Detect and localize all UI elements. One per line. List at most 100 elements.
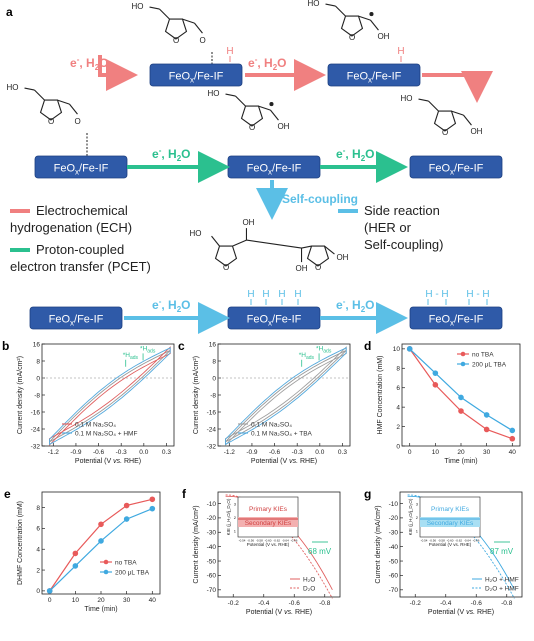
panel-label-d: d xyxy=(364,339,371,353)
chart-g-xtick-label: -0.8 xyxy=(501,600,513,607)
svg-text:O: O xyxy=(315,263,321,272)
chart-d-legend-label: no TBA xyxy=(472,351,494,358)
h-pair-2: H - H xyxy=(466,289,490,305)
chart-f-xtick-label: -0.6 xyxy=(289,600,301,607)
svg-text:H: H xyxy=(247,289,254,300)
chart-g-ytick-label: -60 xyxy=(389,573,399,580)
chart-e-ylabel: DHMF Concentration (mM) xyxy=(17,501,24,585)
furan-ring xyxy=(39,99,63,121)
chart-d-point xyxy=(509,427,516,434)
svg-text:H: H xyxy=(294,289,301,300)
h-atom-top-1: H xyxy=(226,46,234,62)
box-bot-2: FeOx/Fe-IF xyxy=(227,306,321,330)
chart-g-ylabel: Current density (mA/cm²) xyxy=(375,505,382,583)
chart-d-ytick-label: 2 xyxy=(396,424,400,431)
chart-b-legend-label: 0.1 M Na₂SO₄ + HMF xyxy=(75,430,137,437)
chart-d: d 0 10 20 30 40 0 2 4 6 8 10 Time (min) HMF Concentra… xyxy=(364,339,521,465)
chart-b-ytick-label: 16 xyxy=(33,341,41,348)
chart-f-legend-label: H₂O xyxy=(303,576,315,583)
chart-g-annotation: 87 mV xyxy=(490,547,514,556)
svg-text:O: O xyxy=(442,128,448,137)
catalyst-label: FeOx/Fe-IF xyxy=(347,71,402,85)
svg-text:OH: OH xyxy=(377,32,389,41)
catalyst-label: FeOx/Fe-IF xyxy=(247,314,302,328)
chart-c-series-s1 xyxy=(225,347,347,446)
chart-e-ytick-label: 8 xyxy=(36,505,40,512)
chart-f-inset-ytick: 2 xyxy=(234,515,237,520)
pcet-label-1: e-, H2O xyxy=(152,146,191,163)
svg-text:HO: HO xyxy=(208,89,220,98)
h-atom-bot-1: H xyxy=(247,289,255,305)
chart-f-inset-xtick: -0.54 xyxy=(239,539,246,543)
chart-g-inset-primary: Primary KIEs xyxy=(431,506,470,513)
chart-g-ytick-label: -30 xyxy=(389,530,399,537)
dimer-molecule xyxy=(211,228,335,263)
chart-g-ytick-label: -20 xyxy=(389,515,399,522)
catalyst-box xyxy=(327,63,421,87)
chart-f-legend-label: D₂O xyxy=(303,585,315,592)
chart-d-legend-label: 200 μL TBA xyxy=(472,361,507,368)
chart-e-ytick-label: 4 xyxy=(36,547,40,554)
chart-c-series-s0 xyxy=(225,346,347,446)
chart-f-inset-ytick: 3 xyxy=(234,502,237,507)
chart-c-xtick-label: -0.9 xyxy=(246,449,258,456)
chart-d-point xyxy=(458,394,464,401)
svg-text:O: O xyxy=(199,36,205,45)
chart-c-legend-label: 0.1 M Na₂SO₄ + TBA xyxy=(251,430,313,437)
legend-side-line3: Self-coupling) xyxy=(364,237,444,252)
chart-b-xtick-label: 0.3 xyxy=(162,449,171,456)
ech-arrow-3 xyxy=(422,71,493,103)
chart-g-inset-ylabel: KIE (j_H₂O/j_D₂O) xyxy=(408,498,413,535)
chart-f: f -0.2 -0.4 -0.6 -0.8 -10 -20 -30 -40 -50 -60 -70 Po… xyxy=(182,487,341,616)
chart-e-xtick-label: 20 xyxy=(97,597,105,604)
furan-ring xyxy=(433,110,457,132)
chart-e-ytick-label: 0 xyxy=(36,588,40,595)
svg-text:H - H: H - H xyxy=(466,289,489,300)
chart-e-point xyxy=(149,505,156,512)
ech-arrow-1 xyxy=(98,55,138,91)
pcet-label-2: e-, H2O xyxy=(336,146,375,163)
chart-g-inset-band xyxy=(420,517,480,527)
chart-b-legend-label: 0.1 M Na₂SO₄ xyxy=(75,421,116,428)
dhmf-product xyxy=(418,98,472,126)
chart-f-ytick-label: -70 xyxy=(207,587,217,594)
chart-g-xtick-label: -0.6 xyxy=(471,600,483,607)
chart-g-inset-xtick: -0.64 xyxy=(464,539,471,543)
chart-g-frame xyxy=(399,491,523,598)
chart-c-xlabel: Potential (V vs. RHE) xyxy=(251,458,317,465)
chart-d-point xyxy=(483,412,490,418)
chart-e-point xyxy=(123,516,130,522)
chart-f-ytick-label: -20 xyxy=(207,515,217,522)
chart-d-point xyxy=(406,346,413,352)
chart-b: b -1.2 -0.9 -0.6 -0.3 0.0 0.3 16 8 0 -8 -16 -24 -32 Po… xyxy=(2,339,175,465)
svg-text:O: O xyxy=(249,123,255,132)
chart-e-point xyxy=(149,496,156,503)
chart-g-ytick-label: -70 xyxy=(389,587,399,594)
chart-d-point xyxy=(483,426,490,433)
chart-f-frame xyxy=(217,491,341,598)
chart-b-ylabel: Current density (mA/cm²) xyxy=(17,356,24,434)
chart-d-point xyxy=(432,370,439,376)
charts: b-1.2 -0.9 -0.6 -0.3 0.0 0.31680-8-16-24-32Po… xyxy=(2,339,523,616)
chart-g-inset-secondary: Secondary KIEs xyxy=(427,520,474,527)
box-mid-1: FeOx/Fe-IF xyxy=(34,155,128,179)
ech-label-2: e-, H2O xyxy=(248,55,287,72)
hmf-mid-1 xyxy=(24,87,78,115)
chart-f-ylabel: Current density (mA/cm²) xyxy=(193,505,200,583)
chart-g-inset-xtick: -0.60 xyxy=(447,539,454,543)
catalyst-boxes: FeOx/Fe-IF FeOx/Fe-IF FeOx/Fe-IF FeOx/Fe-IF… xyxy=(29,63,503,330)
furan-ring xyxy=(240,105,264,127)
svg-text:O: O xyxy=(74,117,80,126)
chart-d-xtick-label: 20 xyxy=(457,449,465,456)
chart-c-xtick-label: 0.0 xyxy=(315,449,324,456)
chart-g-inset-xtick: -0.66 xyxy=(473,539,480,543)
chart-f-xlabel: Potential (V vs. RHE) xyxy=(246,609,312,616)
ech-label-1: e-, H2O xyxy=(70,55,109,72)
legend-ech-line2: hydrogenation (ECH) xyxy=(10,220,132,235)
svg-text:H - H: H - H xyxy=(425,289,448,300)
chart-f-inset-xlabel: Potential (V vs. RHE) xyxy=(247,542,290,547)
chart-d-xtick-label: 40 xyxy=(509,449,517,456)
chart-d-ytick-label: 4 xyxy=(396,404,400,411)
chart-f-inset-xtick: -0.62 xyxy=(273,539,280,543)
